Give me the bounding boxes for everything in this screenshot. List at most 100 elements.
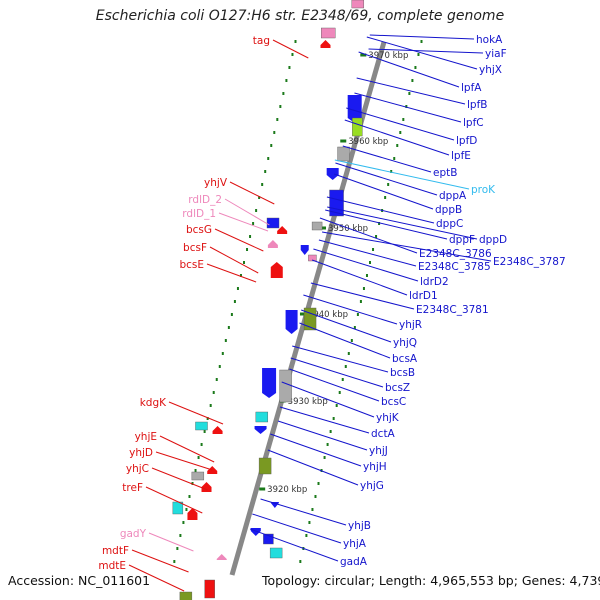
scale-label: 3970 kbp: [368, 51, 408, 61]
label-leader: [354, 92, 462, 123]
label-leader: [145, 486, 203, 514]
label-leader: [335, 162, 438, 196]
tick-outer: [252, 222, 255, 225]
label-leader: [311, 259, 408, 296]
gene-feature: [212, 426, 223, 434]
tick-outer: [255, 209, 258, 212]
label-leader: [131, 549, 189, 573]
label-leader: [252, 513, 342, 544]
feature-track: [172, 0, 365, 600]
gene-label-dppB: dppB: [435, 204, 462, 216]
gene-feature: [195, 421, 208, 431]
gene-feature: [320, 40, 331, 48]
gene-label-yhjC: yhjC: [126, 463, 149, 475]
label-leader: [159, 435, 215, 463]
label-leader: [346, 107, 455, 141]
gene-feature: [347, 95, 362, 123]
tick-outer: [291, 53, 294, 56]
gene-feature: [255, 411, 269, 423]
gene-feature: [262, 368, 277, 398]
gene-feature: [179, 591, 193, 600]
scale-label: 3960 kbp: [348, 137, 388, 147]
tick-outer: [258, 196, 261, 199]
label-leader: [290, 357, 384, 388]
tick-outer: [279, 105, 282, 108]
tick-inner: [350, 339, 353, 342]
gene-label-lpfE: lpfE: [451, 150, 471, 162]
tick-outer: [185, 508, 188, 511]
tick-inner: [353, 326, 356, 329]
tick-inner: [311, 508, 314, 511]
label-leader: [229, 181, 275, 205]
gene-feature: [329, 189, 344, 217]
tick-outer: [243, 261, 246, 264]
label-leader: [267, 449, 359, 486]
tick-inner: [372, 248, 375, 251]
tick-outer: [294, 40, 297, 43]
label-leader: [334, 159, 470, 190]
gene-label-dppC: dppC: [436, 218, 463, 230]
tick-outer: [276, 118, 279, 121]
label-leader: [148, 532, 194, 552]
tick-inner: [314, 495, 317, 498]
scale-label: 3930 kbp: [288, 397, 328, 407]
tick-outer: [203, 430, 206, 433]
gene-label-yhjE: yhjE: [135, 431, 157, 443]
label-leader: [303, 294, 398, 325]
label-leader: [155, 451, 213, 471]
tick-outer: [197, 456, 200, 459]
label-leader: [299, 322, 391, 359]
tick-inner: [393, 157, 396, 160]
tick-outer: [233, 300, 236, 303]
tick-outer: [288, 66, 291, 69]
label-leader: [313, 248, 419, 282]
gene-feature: [303, 307, 317, 331]
gene-label-tag: tag: [253, 35, 270, 47]
topology-text: Topology: circular; Length: 4,965,553 bp…: [262, 573, 600, 588]
tick-inner: [332, 417, 335, 420]
label-leader: [224, 198, 270, 226]
tick-outer: [239, 274, 242, 277]
gene-feature: [270, 262, 283, 278]
label-leader: [270, 433, 362, 467]
label-leader: [327, 206, 478, 240]
tick-outer: [182, 521, 185, 524]
gene-feature: [258, 457, 272, 475]
tick-outer: [206, 417, 209, 420]
tick-inner: [369, 261, 372, 264]
tick-outer: [227, 326, 230, 329]
gene-label-bcsG: bcsG: [186, 224, 212, 236]
tick-outer: [264, 170, 267, 173]
tick-inner: [365, 274, 368, 277]
label-leader: [325, 209, 448, 240]
tick-inner: [359, 300, 362, 303]
gene-feature: [201, 482, 212, 492]
tick-outer: [188, 495, 191, 498]
gene-feature: [191, 471, 205, 481]
tick-outer: [282, 92, 285, 95]
tick-inner: [326, 443, 329, 446]
gene-feature: [204, 579, 215, 599]
gene-label-E2348C_3785: E2348C_3785: [418, 261, 491, 273]
scale-label: 3950 kbp: [328, 224, 368, 234]
tick-inner: [341, 378, 344, 381]
gene-label-kdgK: kdgK: [140, 397, 167, 409]
tick-inner: [408, 92, 411, 95]
tick-outer: [285, 79, 288, 82]
gene-feature: [326, 168, 339, 180]
tick-outer: [273, 131, 276, 134]
left-gene-labels: tag yhjV rdlD_2 rdlD_1 bcsG bcsF bcsE kdgK yhjE y…: [98, 35, 309, 592]
gene-feature: [267, 240, 278, 248]
tick-outer: [194, 469, 197, 472]
tick-inner: [399, 131, 402, 134]
gene-feature: [285, 310, 298, 334]
label-leader: [214, 228, 264, 252]
gene-label-yiaF: yiaF: [485, 48, 507, 60]
gene-feature: [352, 117, 363, 137]
tick-inner: [387, 183, 390, 186]
tick-inner: [329, 430, 332, 433]
gene-label-yhjV: yhjV: [204, 177, 228, 189]
tick-inner: [411, 79, 414, 82]
gene-feature: [216, 554, 227, 560]
tick-inner: [356, 313, 359, 316]
